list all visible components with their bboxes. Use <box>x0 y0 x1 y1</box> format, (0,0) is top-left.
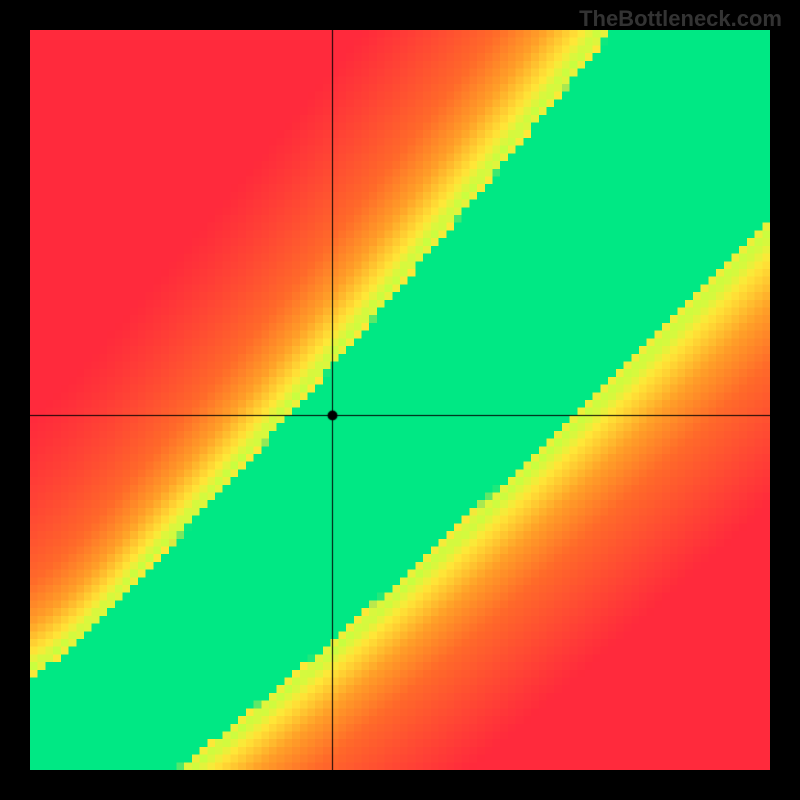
bottleneck-heatmap <box>30 30 770 770</box>
watermark-text: TheBottleneck.com <box>579 6 782 32</box>
chart-container: TheBottleneck.com <box>0 0 800 800</box>
